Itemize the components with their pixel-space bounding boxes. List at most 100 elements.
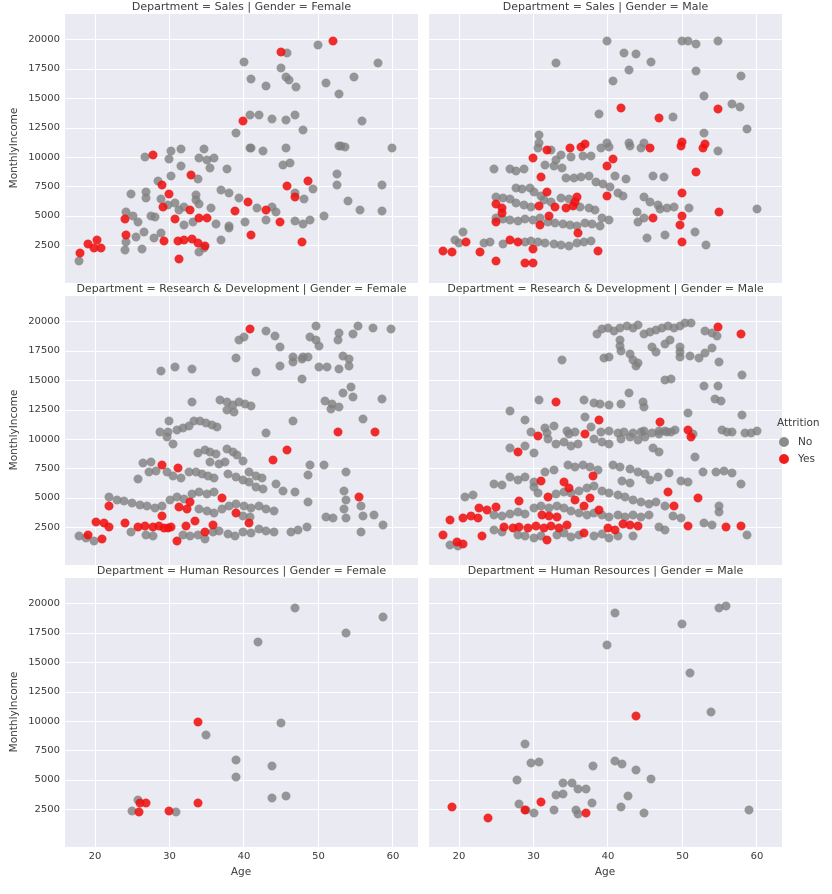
data-point-no (172, 425, 182, 435)
facet-panel-rd-male (429, 296, 782, 565)
data-point-yes (544, 511, 554, 521)
gridline (429, 98, 782, 100)
data-point-no (149, 233, 159, 243)
data-point-no (261, 81, 271, 91)
data-point-no (529, 477, 538, 487)
data-point-yes (157, 180, 167, 190)
data-point-no (573, 439, 583, 449)
data-point-no (716, 396, 726, 406)
gridline (607, 578, 609, 847)
data-point-no (234, 335, 244, 345)
data-point-yes (528, 153, 538, 163)
data-point-no (489, 510, 499, 520)
gridline (243, 14, 245, 283)
data-point-no (308, 184, 318, 194)
data-point-no (290, 216, 300, 226)
gridline (317, 14, 319, 283)
data-point-yes (654, 113, 664, 123)
gridline (94, 14, 96, 283)
data-point-no (288, 352, 298, 362)
data-point-no (168, 439, 178, 449)
facet-title-sales-female: Department = Sales | Gender = Female (131, 0, 352, 13)
data-point-no (519, 200, 529, 210)
data-point-yes (736, 521, 746, 531)
gridline (65, 497, 418, 499)
data-point-no (558, 789, 568, 799)
data-point-no (677, 36, 687, 46)
data-point-no (684, 203, 694, 213)
data-point-no (245, 110, 255, 120)
data-point-no (599, 353, 609, 363)
data-point-no (230, 531, 240, 541)
data-point-no (700, 348, 710, 358)
data-point-no (564, 194, 574, 204)
data-point-no (212, 422, 222, 432)
data-point-yes (186, 170, 196, 180)
data-point-no (305, 332, 315, 342)
data-point-no (141, 530, 151, 540)
data-point-yes (148, 522, 158, 532)
data-point-yes (182, 504, 192, 514)
data-point-no (660, 230, 670, 240)
data-point-yes (514, 522, 524, 532)
data-point-no (559, 503, 569, 513)
data-point-no (597, 213, 607, 223)
y-tick-label: 17500 (28, 63, 60, 75)
data-point-no (707, 520, 717, 530)
data-point-no (706, 707, 716, 717)
data-point-no (604, 512, 614, 522)
data-point-no (231, 353, 241, 363)
data-point-no (615, 462, 625, 472)
y-tick-label: 12500 (28, 404, 60, 416)
data-point-no (127, 498, 137, 508)
gridline (458, 296, 460, 565)
data-point-no (647, 428, 657, 438)
gridline (65, 691, 418, 693)
data-point-no (610, 608, 620, 618)
data-point-no (699, 381, 709, 391)
data-point-no (244, 477, 254, 487)
data-point-no (278, 486, 288, 496)
data-point-yes (202, 213, 212, 223)
data-point-no (564, 241, 574, 251)
data-point-yes (645, 143, 655, 153)
data-point-no (572, 221, 582, 231)
gridline (65, 721, 418, 723)
data-point-no (139, 227, 149, 237)
gridline (756, 14, 758, 283)
data-point-no (549, 239, 559, 249)
data-point-no (586, 151, 596, 161)
data-point-no (141, 193, 151, 203)
y-tick-label: 15000 (28, 656, 60, 668)
data-point-no (636, 143, 646, 153)
data-point-yes (513, 237, 523, 247)
gridline (65, 750, 418, 752)
data-point-no (566, 152, 576, 162)
data-point-no (74, 531, 84, 541)
data-point-no (529, 482, 538, 492)
data-point-no (636, 427, 646, 437)
data-point-no (597, 529, 607, 539)
data-point-no (155, 427, 165, 437)
data-point-yes (633, 521, 643, 531)
data-point-no (698, 467, 708, 477)
data-point-yes (625, 520, 635, 530)
data-point-yes (534, 201, 544, 211)
data-point-no (744, 805, 754, 815)
data-point-no (569, 173, 579, 183)
data-point-no (534, 757, 544, 767)
y-tick-label: 5000 (34, 210, 60, 222)
data-point-no (479, 238, 489, 248)
data-point-no (604, 215, 614, 225)
gridline (429, 691, 782, 693)
data-point-no (595, 221, 605, 231)
data-point-yes (164, 189, 174, 199)
data-point-no (162, 467, 172, 477)
data-point-no (270, 331, 280, 341)
y-tick-label: 20000 (28, 315, 60, 327)
data-point-yes (354, 492, 364, 502)
data-point-yes (135, 798, 145, 808)
data-point-no (176, 161, 186, 171)
data-point-no (458, 227, 468, 237)
data-point-no (737, 370, 747, 380)
